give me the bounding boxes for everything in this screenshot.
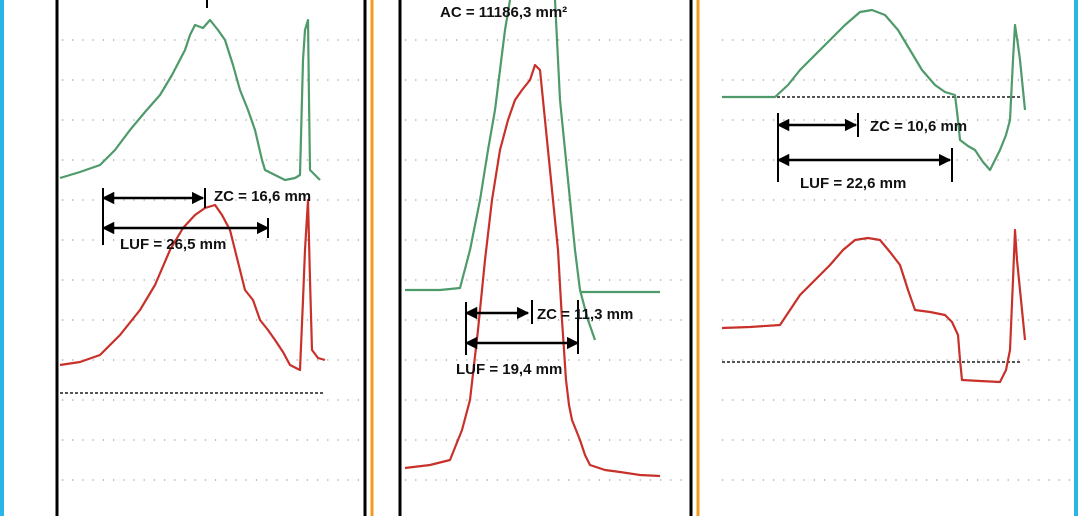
luf-label: LUF = 22,6 mm: [800, 175, 906, 192]
grid: [62, 39, 1070, 481]
ac-label: AC = 11186,3 mm²: [440, 4, 567, 21]
green-trace: [722, 8, 1027, 172]
zc-label: ZC = 16,6 mm: [214, 188, 311, 205]
red-trace: [404, 63, 661, 478]
red-trace: [721, 228, 1027, 384]
green-trace: [59, 18, 321, 182]
frame-edge: [0, 0, 4, 516]
green-trace: [553, 0, 597, 341]
panel-2: AC = 11186,3 mm² ZC = 11,3 mm LUF = 19,4…: [404, 0, 661, 478]
frame-edge: [1074, 0, 1078, 516]
luf-label: LUF = 19,4 mm: [456, 361, 562, 378]
luf-label: LUF = 26,5 mm: [120, 236, 226, 253]
green-trace: [405, 0, 512, 292]
zc-label: ZC = 10,6 mm: [870, 118, 967, 135]
red-trace: [59, 198, 326, 372]
panel-3: ZC = 10,6 mm LUF = 22,6 mm: [721, 8, 1027, 384]
zc-label: ZC = 11,3 mm: [537, 306, 633, 323]
panel-1: ZC = 16,6 mm LUF = 26,5 mm: [59, 0, 326, 394]
